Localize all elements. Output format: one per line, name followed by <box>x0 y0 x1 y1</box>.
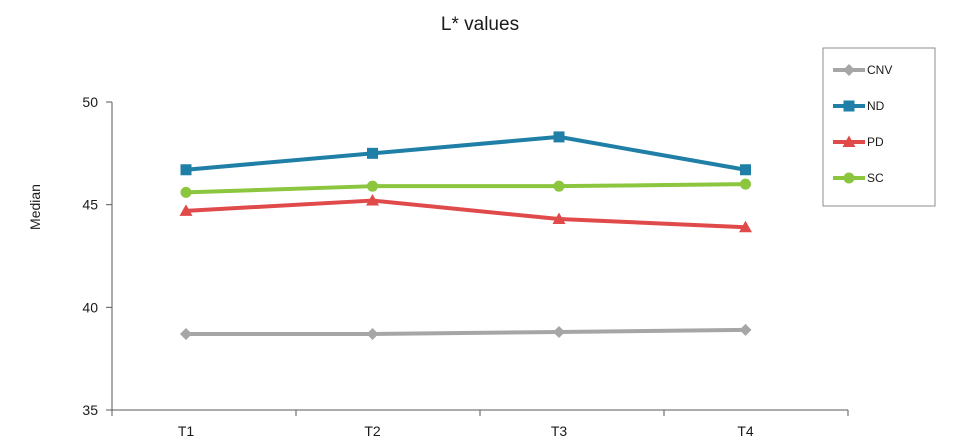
data-point-sc <box>740 178 751 190</box>
x-tick-label: T1 <box>178 423 195 439</box>
data-point-nd <box>367 147 378 159</box>
series-sc <box>180 178 751 198</box>
legend-item-pd: PD <box>833 135 884 149</box>
y-tick-label: 50 <box>82 94 98 110</box>
series-cnv <box>180 323 752 341</box>
series-line-nd <box>184 134 748 172</box>
legend-swatch-marker <box>842 135 856 147</box>
data-point-cnv <box>739 323 752 336</box>
series-line-pd <box>184 198 748 230</box>
y-tick-label: 40 <box>82 299 98 315</box>
data-point-sc <box>367 180 378 192</box>
y-axis-label: Median <box>27 184 43 230</box>
data-point-cnv <box>180 328 192 341</box>
legend-label: CNV <box>867 63 892 77</box>
data-point-pd <box>179 204 193 216</box>
x-tick-label: T2 <box>364 423 381 439</box>
data-point-nd <box>553 131 565 143</box>
y-ticks: 35 40 45 50 <box>82 94 112 418</box>
data-point-cnv <box>366 328 379 341</box>
legend-item-sc: SC <box>833 171 884 185</box>
legend-item-cnv: CNV <box>833 63 892 77</box>
legend-swatch-marker <box>843 172 855 184</box>
legend-swatch-marker <box>843 64 855 76</box>
series-line-cnv <box>184 327 748 337</box>
y-tick-label: 35 <box>82 402 98 418</box>
data-point-pd <box>739 220 752 233</box>
x-ticks: T1 T2 T3 T4 <box>111 410 849 439</box>
series-line-sc <box>184 182 748 195</box>
data-point-sc <box>553 180 565 192</box>
legend-label: PD <box>867 135 884 149</box>
legend-swatch-marker <box>843 100 855 112</box>
data-point-pd <box>366 194 379 206</box>
data-point-pd <box>552 212 566 225</box>
legend-item-nd: ND <box>833 99 885 113</box>
chart-title: L* values <box>441 14 519 35</box>
data-point-cnv <box>553 325 565 338</box>
data-point-nd <box>180 164 192 176</box>
data-point-sc <box>180 186 192 198</box>
y-tick-label: 45 <box>82 197 98 213</box>
data-point-nd <box>740 164 751 176</box>
legend: CNV ND PD SC <box>822 47 936 207</box>
legend-label: SC <box>867 171 884 185</box>
series-pd <box>179 194 752 233</box>
x-tick-label: T3 <box>551 423 568 439</box>
x-tick-label: T4 <box>737 423 754 439</box>
legend-label: ND <box>867 99 885 113</box>
series-nd <box>180 131 751 176</box>
series-layer <box>179 131 752 341</box>
